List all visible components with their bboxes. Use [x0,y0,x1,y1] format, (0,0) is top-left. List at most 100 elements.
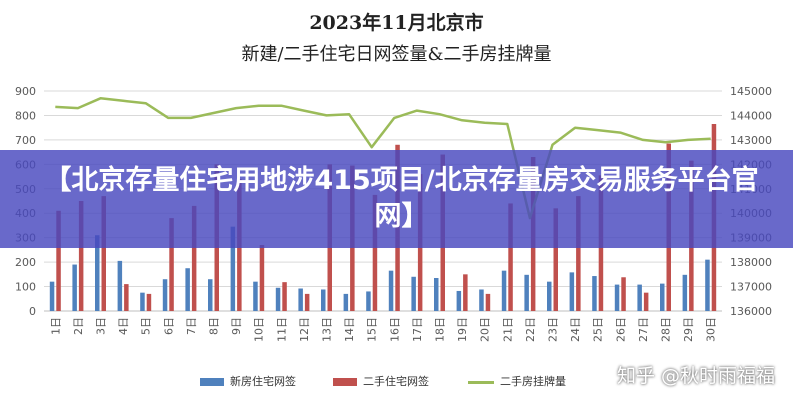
x-tick-label: 4日 [117,317,130,335]
y-right-tick-label: 145000 [730,85,772,98]
bar-new-28 [660,283,665,311]
bar-new-5 [140,292,145,311]
bar-second-11 [282,282,287,311]
bar-new-4 [117,260,123,311]
x-tick-label: 20日 [479,317,492,342]
x-tick-label: 15日 [366,317,379,342]
x-tick-label: 18日 [434,317,447,342]
bar-new-21 [501,270,507,311]
y-left-tick-label: 800 [15,109,36,122]
bar-second-3 [101,196,106,311]
x-tick-label: 14日 [343,317,356,342]
line-listing [55,97,711,220]
bar-new-23 [547,281,552,311]
bar-new-30 [705,259,710,311]
x-tick-label: 9日 [230,317,243,335]
bar-new-19 [456,290,462,311]
y-right-tick-label: 144000 [730,109,772,122]
x-tick-label: 30日 [705,317,718,342]
x-tick-label: 8日 [208,317,221,335]
bar-new-7 [185,268,190,311]
bar-new-6 [162,279,168,311]
chart-subtitle: 新建/二手住宅日网签量&二手房挂牌量 [241,44,552,65]
bar-second-5 [146,293,152,311]
x-tick-label: 26日 [614,317,627,342]
x-tick-label: 3日 [95,317,108,335]
bar-new-10 [253,281,258,311]
bar-second-19 [463,274,468,311]
x-tick-label: 19日 [456,317,469,342]
y-left-tick-label: 100 [15,281,36,294]
bar-second-12 [304,293,310,311]
bar-second-6 [169,218,174,311]
y-right-tick-label: 138000 [730,256,772,269]
chart-title: 2023年11月北京市 [309,12,484,34]
y-left-tick-label: 0 [29,305,36,318]
bar-new-25 [592,276,597,311]
bar-second-24 [576,196,581,311]
x-tick-label: 10日 [253,317,266,342]
overlay-banner [0,150,793,248]
x-tick-label: 16日 [388,317,401,342]
x-tick-label: 12日 [298,317,311,342]
bar-new-3 [95,235,100,311]
x-tick-label: 22日 [524,317,537,342]
bar-new-18 [434,278,439,311]
bar-new-20 [479,289,484,311]
bar-new-29 [682,274,688,311]
bar-second-2 [78,201,84,311]
legend-item-listing: 二手房挂牌量 [468,373,566,391]
bar-new-9 [230,226,236,311]
bar-second-23 [553,208,558,311]
x-tick-label: 24日 [569,317,582,342]
bar-second-27 [643,292,649,311]
legend-label-listing: 二手房挂牌量 [500,375,566,388]
x-tick-label: 25日 [592,317,605,342]
bar-second-7 [191,205,197,311]
legend-swatch-listing [468,380,494,384]
x-tick-label: 7日 [185,317,198,335]
bar-new-8 [208,279,213,311]
bar-new-22 [524,274,529,311]
bar-new-24 [569,272,575,311]
y-left-tick-label: 900 [15,85,36,98]
bar-new-13 [321,289,326,311]
legend-label-second: 二手住宅网签 [363,375,429,388]
x-tick-label: 13日 [321,317,334,342]
bar-new-15 [366,291,371,311]
bar-second-21 [508,203,513,311]
bar-new-1 [49,281,55,311]
bar-new-12 [298,288,303,311]
overlay-banner-text: 【北京存量住宅用地涉415项目/北京存量房交易服务平台官网】 [44,165,759,232]
bar-second-20 [485,293,491,311]
legend: 新房住宅网签 二手住宅网签 二手房挂牌量 [0,373,793,391]
y-right-tick-label: 136000 [730,305,772,318]
bar-new-11 [275,287,281,311]
x-tick-label: 11日 [275,317,288,342]
bar-new-27 [637,284,642,311]
legend-item-new: 新房住宅网签 [200,373,296,391]
y-right-tick-label: 143000 [730,134,772,147]
legend-label-new: 新房住宅网签 [230,375,296,388]
x-tick-label: 29日 [682,317,695,342]
y-right-tick-label: 137000 [730,281,772,294]
bar-new-17 [411,276,416,311]
x-tick-label: 1日 [49,317,62,335]
x-tick-label: 2日 [72,317,85,335]
bar-second-1 [56,210,61,311]
x-tick-label: 23日 [547,317,560,342]
x-tick-label: 21日 [501,317,514,342]
watermark: 知乎 @秋时雨福福 [616,365,775,387]
bar-new-26 [614,284,620,311]
bar-second-4 [124,284,129,311]
bar-second-26 [621,277,626,311]
bar-second-10 [259,245,265,311]
legend-swatch-second [333,378,357,386]
y-left-tick-label: 200 [15,256,36,269]
x-tick-label: 5日 [140,317,153,335]
y-left-tick-label: 700 [15,134,36,147]
bar-new-14 [343,293,349,311]
x-tick-label: 17日 [411,317,424,342]
x-tick-label: 6日 [162,317,175,335]
legend-item-second: 二手住宅网签 [333,373,429,391]
